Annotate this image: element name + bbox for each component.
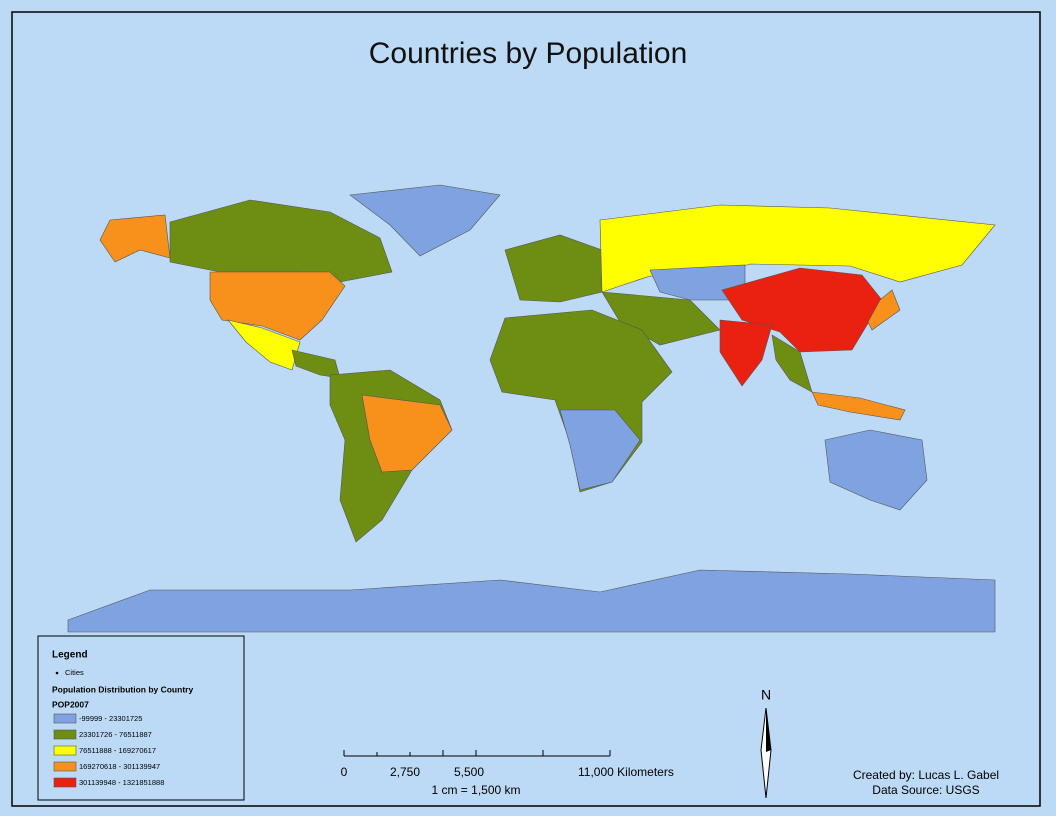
scale-bar: 0 2,750 5,500 11,000 Kilometers 1 cm = 1… <box>341 750 674 797</box>
antarctica <box>67 569 996 633</box>
legend-classes: -99999 - 23301725 23301726 - 76511887 7651… <box>53 713 164 788</box>
mexico <box>227 319 301 371</box>
alaska <box>99 214 171 263</box>
indonesia <box>811 391 906 421</box>
legend-group-title: Population Distribution by Country <box>52 684 193 694</box>
scale-label: 5,500 <box>454 765 484 779</box>
world-map <box>67 184 996 633</box>
legend-swatch <box>53 729 77 740</box>
middle-east <box>601 291 721 346</box>
legend-field: POP2007 <box>52 699 89 709</box>
legend-class-label: -99999 - 23301725 <box>79 714 142 723</box>
legend-class-label: 76511888 - 169270617 <box>79 746 156 755</box>
legend-swatch <box>53 713 77 724</box>
scale-label: 11,000 Kilometers <box>578 765 674 779</box>
southeast-asia <box>771 334 813 393</box>
city-symbol <box>55 671 59 675</box>
india <box>719 319 773 387</box>
legend-swatch <box>53 761 77 772</box>
legend-heading: Legend <box>52 650 88 661</box>
central-asia <box>649 264 746 301</box>
north-label: N <box>761 687 771 703</box>
legend-swatch <box>53 745 77 756</box>
japan <box>867 289 901 331</box>
legend-class-label: 301139948 - 1321851888 <box>79 778 164 787</box>
brazil <box>361 394 453 473</box>
credit-source: Data Source: USGS <box>872 783 979 797</box>
legend-cities: Cities <box>65 668 84 677</box>
africa-south <box>559 409 641 491</box>
scale-label: 0 <box>341 765 348 779</box>
scale-ratio: 1 cm = 1,500 km <box>431 783 520 797</box>
legend-class-label: 169270618 - 301139947 <box>79 762 160 771</box>
north-arrow-half <box>766 708 771 752</box>
greenland <box>349 184 501 257</box>
credit-author: Created by: Lucas L. Gabel <box>853 768 999 782</box>
canada <box>169 199 393 283</box>
north-arrow: N <box>760 687 772 799</box>
legend-class-label: 23301726 - 76511887 <box>79 730 152 739</box>
legend-swatch <box>53 777 77 788</box>
map-title: Countries by Population <box>369 37 688 70</box>
scale-label: 2,750 <box>390 765 420 779</box>
australia <box>824 429 928 511</box>
usa <box>209 271 346 341</box>
